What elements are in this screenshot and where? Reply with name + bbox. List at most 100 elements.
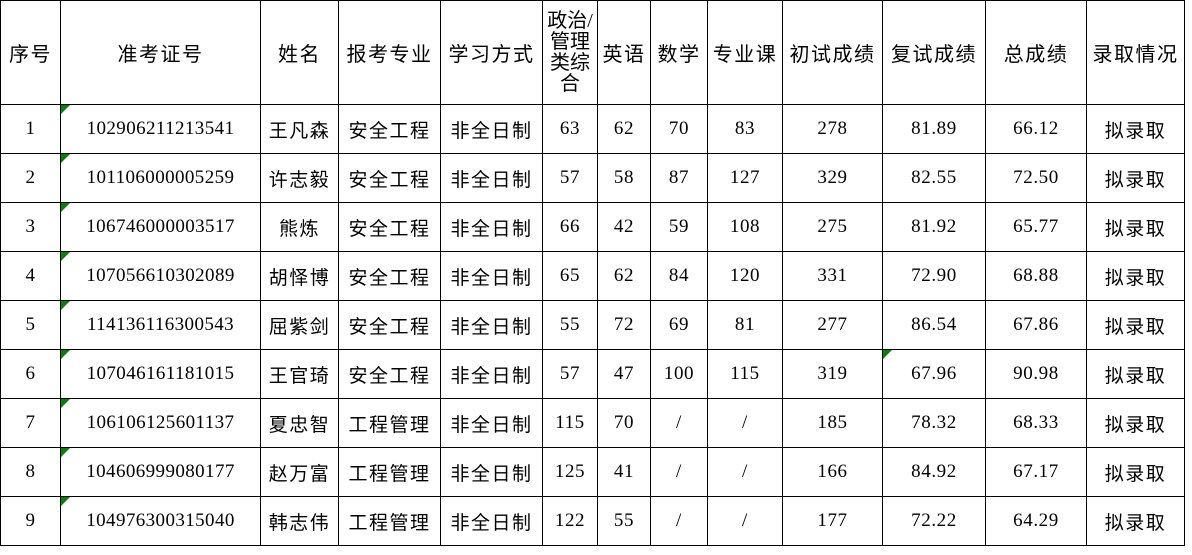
cell-result[interactable]: 拟录取 bbox=[1086, 104, 1185, 154]
cell-index[interactable]: 4 bbox=[0, 251, 61, 301]
cell-math[interactable]: 69 bbox=[650, 300, 708, 350]
cell-major[interactable]: 工程管理 bbox=[338, 398, 441, 448]
cell-name[interactable]: 许志毅 bbox=[260, 153, 339, 203]
cell-result[interactable]: 拟录取 bbox=[1086, 447, 1185, 497]
cell-second-score[interactable]: 81.92 bbox=[882, 202, 986, 252]
cell-professional[interactable]: 115 bbox=[707, 349, 783, 399]
cell-politics[interactable]: 65 bbox=[542, 251, 598, 301]
cell-name[interactable]: 熊炼 bbox=[260, 202, 339, 252]
cell-math[interactable]: 84 bbox=[650, 251, 708, 301]
cell-professional[interactable]: 81 bbox=[707, 300, 783, 350]
cell-study-mode[interactable]: 非全日制 bbox=[440, 153, 543, 203]
cell-second-score[interactable]: 67.96 bbox=[882, 349, 986, 399]
cell-name[interactable]: 夏忠智 bbox=[260, 398, 339, 448]
column-header-index[interactable]: 序号 bbox=[0, 0, 61, 105]
cell-ticket[interactable]: 102906211213541 bbox=[60, 104, 261, 154]
cell-first-score[interactable]: 329 bbox=[782, 153, 883, 203]
column-header-english[interactable]: 英语 bbox=[597, 0, 651, 105]
cell-index[interactable]: 8 bbox=[0, 447, 61, 497]
cell-result[interactable]: 拟录取 bbox=[1086, 202, 1185, 252]
cell-major[interactable]: 工程管理 bbox=[338, 496, 441, 546]
cell-total-score[interactable]: 66.12 bbox=[985, 104, 1087, 154]
cell-study-mode[interactable]: 非全日制 bbox=[440, 251, 543, 301]
cell-total-score[interactable]: 72.50 bbox=[985, 153, 1087, 203]
cell-second-score[interactable]: 72.22 bbox=[882, 496, 986, 546]
cell-result[interactable]: 拟录取 bbox=[1086, 251, 1185, 301]
cell-major[interactable]: 安全工程 bbox=[338, 300, 441, 350]
cell-major[interactable]: 安全工程 bbox=[338, 104, 441, 154]
cell-ticket[interactable]: 101106000005259 bbox=[60, 153, 261, 203]
cell-english[interactable]: 42 bbox=[597, 202, 651, 252]
column-header-study-mode[interactable]: 学习方式 bbox=[440, 0, 543, 105]
cell-professional[interactable]: 120 bbox=[707, 251, 783, 301]
cell-math[interactable]: 70 bbox=[650, 104, 708, 154]
cell-politics[interactable]: 115 bbox=[542, 398, 598, 448]
cell-name[interactable]: 王官琦 bbox=[260, 349, 339, 399]
cell-first-score[interactable]: 166 bbox=[782, 447, 883, 497]
cell-first-score[interactable]: 277 bbox=[782, 300, 883, 350]
cell-ticket[interactable]: 104976300315040 bbox=[60, 496, 261, 546]
cell-english[interactable]: 62 bbox=[597, 251, 651, 301]
cell-total-score[interactable]: 68.33 bbox=[985, 398, 1087, 448]
cell-first-score[interactable]: 278 bbox=[782, 104, 883, 154]
cell-name[interactable]: 赵万富 bbox=[260, 447, 339, 497]
column-header-major[interactable]: 报考专业 bbox=[338, 0, 441, 105]
column-header-first-score[interactable]: 初试成绩 bbox=[782, 0, 883, 105]
cell-total-score[interactable]: 67.17 bbox=[985, 447, 1087, 497]
cell-major[interactable]: 工程管理 bbox=[338, 447, 441, 497]
cell-second-score[interactable]: 84.92 bbox=[882, 447, 986, 497]
column-header-name[interactable]: 姓名 bbox=[260, 0, 339, 105]
cell-math[interactable]: / bbox=[650, 398, 708, 448]
cell-result[interactable]: 拟录取 bbox=[1086, 349, 1185, 399]
cell-index[interactable]: 9 bbox=[0, 496, 61, 546]
cell-politics[interactable]: 122 bbox=[542, 496, 598, 546]
column-header-professional[interactable]: 专业课 bbox=[707, 0, 783, 105]
column-header-math[interactable]: 数学 bbox=[650, 0, 708, 105]
cell-english[interactable]: 70 bbox=[597, 398, 651, 448]
cell-major[interactable]: 安全工程 bbox=[338, 349, 441, 399]
cell-first-score[interactable]: 331 bbox=[782, 251, 883, 301]
cell-index[interactable]: 5 bbox=[0, 300, 61, 350]
cell-study-mode[interactable]: 非全日制 bbox=[440, 202, 543, 252]
cell-index[interactable]: 1 bbox=[0, 104, 61, 154]
cell-index[interactable]: 3 bbox=[0, 202, 61, 252]
cell-math[interactable]: 87 bbox=[650, 153, 708, 203]
cell-english[interactable]: 47 bbox=[597, 349, 651, 399]
column-header-politics[interactable]: 政治/管理类综合 bbox=[542, 0, 598, 105]
cell-second-score[interactable]: 78.32 bbox=[882, 398, 986, 448]
cell-ticket[interactable]: 114136116300543 bbox=[60, 300, 261, 350]
cell-major[interactable]: 安全工程 bbox=[338, 202, 441, 252]
cell-name[interactable]: 屈紫剑 bbox=[260, 300, 339, 350]
column-header-total-score[interactable]: 总成绩 bbox=[985, 0, 1087, 105]
cell-result[interactable]: 拟录取 bbox=[1086, 496, 1185, 546]
column-header-ticket[interactable]: 准考证号 bbox=[60, 0, 261, 105]
cell-index[interactable]: 2 bbox=[0, 153, 61, 203]
cell-study-mode[interactable]: 非全日制 bbox=[440, 349, 543, 399]
cell-math[interactable]: / bbox=[650, 496, 708, 546]
cell-english[interactable]: 62 bbox=[597, 104, 651, 154]
cell-professional[interactable]: / bbox=[707, 447, 783, 497]
cell-ticket[interactable]: 107056610302089 bbox=[60, 251, 261, 301]
cell-politics[interactable]: 55 bbox=[542, 300, 598, 350]
cell-politics[interactable]: 125 bbox=[542, 447, 598, 497]
cell-english[interactable]: 41 bbox=[597, 447, 651, 497]
cell-first-score[interactable]: 275 bbox=[782, 202, 883, 252]
cell-study-mode[interactable]: 非全日制 bbox=[440, 447, 543, 497]
cell-second-score[interactable]: 81.89 bbox=[882, 104, 986, 154]
cell-politics[interactable]: 63 bbox=[542, 104, 598, 154]
cell-first-score[interactable]: 185 bbox=[782, 398, 883, 448]
cell-name[interactable]: 王凡森 bbox=[260, 104, 339, 154]
cell-math[interactable]: 100 bbox=[650, 349, 708, 399]
cell-politics[interactable]: 66 bbox=[542, 202, 598, 252]
cell-professional[interactable]: 83 bbox=[707, 104, 783, 154]
cell-professional[interactable]: / bbox=[707, 496, 783, 546]
cell-second-score[interactable]: 86.54 bbox=[882, 300, 986, 350]
cell-result[interactable]: 拟录取 bbox=[1086, 153, 1185, 203]
cell-ticket[interactable]: 106106125601137 bbox=[60, 398, 261, 448]
cell-study-mode[interactable]: 非全日制 bbox=[440, 104, 543, 154]
cell-result[interactable]: 拟录取 bbox=[1086, 398, 1185, 448]
cell-politics[interactable]: 57 bbox=[542, 349, 598, 399]
cell-english[interactable]: 58 bbox=[597, 153, 651, 203]
cell-professional[interactable]: / bbox=[707, 398, 783, 448]
cell-major[interactable]: 安全工程 bbox=[338, 153, 441, 203]
